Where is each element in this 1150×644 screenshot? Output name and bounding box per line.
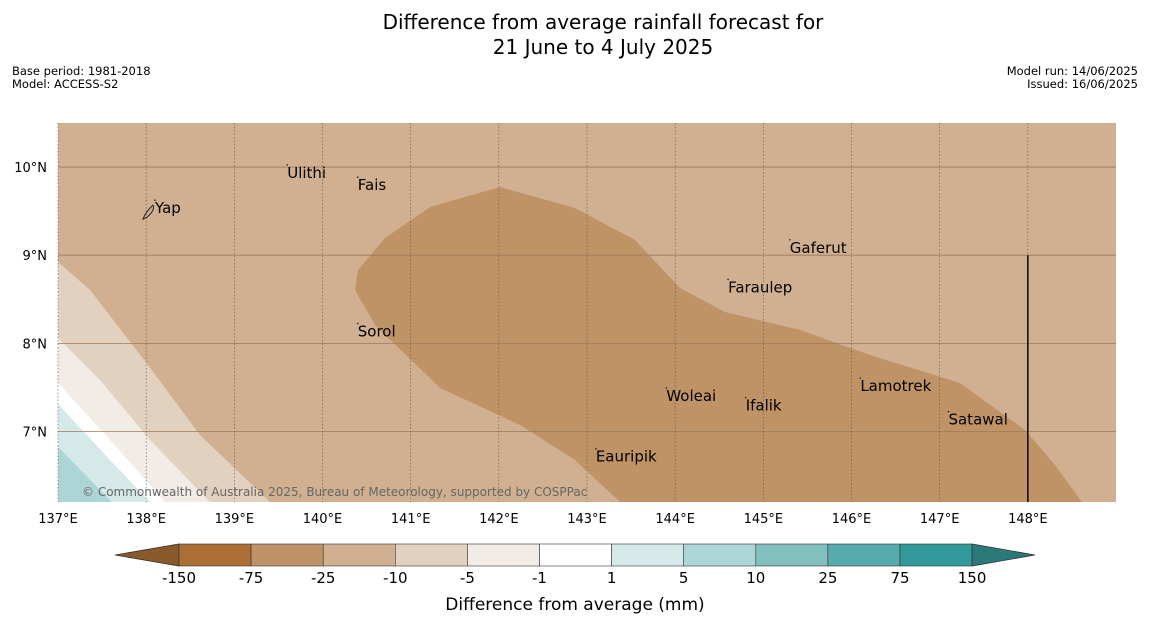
chart-title: Difference from average rainfall forecas… (0, 10, 1150, 60)
copyright-text: © Commonwealth of Australia 2025, Bureau… (82, 485, 587, 499)
place-marker (356, 176, 359, 179)
place-marker (665, 387, 668, 389)
fill-wet-5 (58, 447, 112, 502)
lon-tick-label: 145°E (744, 512, 784, 527)
axis-tick-labels: 10°N 9°N 8°N 7°N 137°E 138°E 139°E 140°E 141°E 14… (14, 161, 1047, 527)
lon-tick-label: 144°E (655, 512, 695, 527)
colorbar-swatch (683, 543, 757, 567)
place-label: Woleai (666, 387, 716, 405)
place-label: Lamotrek (860, 377, 931, 395)
place-ulithi: Ulithi (286, 164, 326, 182)
colorbar-tick-label: 5 (679, 569, 689, 587)
meta-right: Model run: 14/06/2025 Issued: 16/06/2025 (1007, 65, 1138, 91)
lat-tick-label: 10°N (14, 161, 47, 176)
place-gaferut: Gaferut (788, 239, 847, 257)
title-line-1: Difference from average rainfall forecas… (382, 10, 824, 34)
colorbar: -150 -75 -25 -10 -5 -1 1 5 10 25 75 150 (114, 543, 1036, 587)
lon-tick-label: 141°E (391, 512, 431, 527)
colorbar-tick-label: 1 (607, 569, 617, 587)
place-label: Fais (358, 176, 387, 194)
colorbar-tick-label: -25 (311, 569, 336, 587)
place-marker (727, 278, 729, 281)
place-eauripik: Eauripik (595, 448, 657, 466)
place-marker (595, 447, 597, 450)
place-marker (859, 377, 862, 379)
place-satawal: Satawal (947, 410, 1008, 429)
place-sorol: Sorol (356, 322, 396, 341)
place-woleai: Woleai (665, 387, 716, 405)
colorbar-swatch (322, 543, 396, 567)
lon-tick-label: 138°E (126, 512, 166, 527)
meta-left: Base period: 1981-2018 Model: ACCESS-S2 (12, 65, 151, 91)
lon-tick-label: 143°E (567, 512, 607, 527)
place-label: Gaferut (790, 239, 847, 257)
colorbar-tick-label: -150 (162, 569, 196, 587)
place-label: Yap (154, 199, 181, 217)
place-marker (154, 199, 156, 201)
yap-island-outline (142, 204, 155, 221)
colorbar-swatch (250, 543, 324, 567)
colorbar-title: Difference from average (mm) (445, 595, 704, 615)
colorbar-tick-label: -10 (383, 569, 408, 587)
place-marker (744, 396, 747, 399)
place-ifalik: Ifalik (744, 396, 782, 415)
model-name: Model: ACCESS-S2 (12, 77, 119, 91)
lon-tick-label: 146°E (832, 512, 872, 527)
place-label: Ifalik (746, 397, 782, 415)
lon-tick-label: 147°E (920, 512, 960, 527)
colorbar-tick-label: -5 (460, 569, 475, 587)
fill-dry-core (355, 187, 1082, 502)
base-period: Base period: 1981-2018 (12, 64, 151, 78)
place-label: Faraulep (728, 278, 792, 296)
place-label: Ulithi (287, 164, 326, 182)
issued-date: Issued: 16/06/2025 (1027, 77, 1138, 91)
place-faraulep: Faraulep (727, 278, 792, 296)
colorbar-tick-label: 75 (890, 569, 909, 587)
colorbar-swatch (611, 543, 684, 567)
place-marker (356, 322, 359, 325)
place-yap: Yap (154, 199, 181, 217)
lon-tick-label: 139°E (215, 512, 255, 527)
place-label: Satawal (948, 411, 1007, 429)
place-marker (286, 164, 289, 166)
colorbar-under-arrow (114, 543, 180, 567)
colorbar-swatch (539, 543, 612, 567)
colorbar-tick-label: 10 (746, 569, 765, 587)
graticule (57, 123, 1116, 502)
colorbar-tick-label: -75 (239, 569, 264, 587)
lat-tick-label: 7°N (23, 425, 48, 440)
colorbar-over-arrow (971, 543, 1036, 567)
colorbar-tick-label: -1 (532, 569, 547, 587)
lat-tick-label: 8°N (23, 337, 48, 352)
lon-tick-label: 137°E (38, 512, 78, 527)
place-label: Sorol (358, 323, 396, 341)
place-fais: Fais (356, 176, 387, 194)
place-labels: Ulithi Fais Yap Gaferut Faraulep Sorol Woleai I… (142, 164, 1008, 466)
model-run: Model run: 14/06/2025 (1006, 64, 1138, 78)
lon-tick-label: 148°E (1008, 512, 1048, 527)
colorbar-tick-label: 25 (818, 569, 837, 587)
lat-tick-label: 9°N (23, 249, 48, 264)
lon-tick-label: 140°E (303, 512, 343, 527)
colorbar-swatch (899, 543, 973, 567)
place-label: Eauripik (596, 448, 657, 466)
colorbar-swatch (467, 543, 540, 567)
place-lamotrek: Lamotrek (859, 377, 932, 395)
place-marker (947, 410, 950, 413)
place-marker (788, 239, 791, 241)
lon-tick-label: 142°E (479, 512, 519, 527)
colorbar-swatch (394, 543, 468, 567)
title-line-2: 21 June to 4 July 2025 (492, 35, 714, 59)
colorbar-swatch (827, 543, 901, 567)
colorbar-swatch (178, 543, 252, 567)
colorbar-tick-label: 150 (958, 569, 987, 587)
colorbar-swatch (755, 543, 829, 567)
